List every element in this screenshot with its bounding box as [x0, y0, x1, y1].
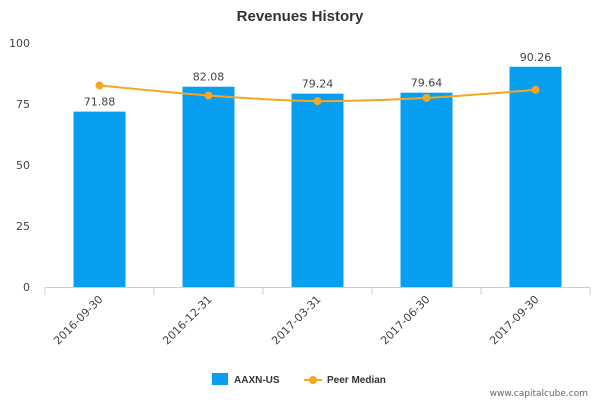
- y-tick-label: 50: [16, 159, 30, 172]
- bar: [291, 93, 344, 287]
- y-tick-label: 0: [23, 281, 30, 294]
- legend-label-peer-median: Peer Median: [327, 375, 386, 386]
- bar-data-labels: 71.88 82.08 79.24 79.64 90.26: [84, 51, 552, 109]
- bar-value-label: 71.88: [84, 96, 116, 109]
- bar: [73, 111, 126, 288]
- peer-median-point: [95, 81, 104, 90]
- credit-text: www.capitalcube.com: [490, 389, 588, 399]
- bar: [509, 66, 562, 288]
- bar-value-label: 79.24: [302, 78, 334, 91]
- x-tick-label: 2016-09-30: [51, 293, 105, 347]
- y-axis: 0 25 50 75 100: [9, 37, 30, 294]
- x-tick-label: 2017-03-31: [269, 293, 323, 347]
- peer-median-point: [313, 97, 322, 106]
- x-tick-label: 2016-12-31: [160, 293, 214, 347]
- chart-title: Revenues History: [237, 8, 364, 25]
- peer-median-point: [531, 85, 540, 94]
- legend-marker-peer-median: [309, 376, 317, 384]
- y-tick-label: 75: [16, 98, 30, 111]
- bar-value-label: 82.08: [193, 71, 225, 84]
- x-tick-label: 2017-06-30: [378, 293, 432, 347]
- peer-median-point: [422, 93, 431, 102]
- legend-swatch-aaxn-us: [212, 373, 228, 385]
- bar-value-label: 90.26: [520, 51, 552, 64]
- x-axis: 2016-09-30 2016-12-31 2017-03-31 2017-06-30…: [44, 287, 591, 347]
- y-tick-label: 25: [16, 220, 30, 233]
- line-series-peer-median: [95, 81, 540, 106]
- y-tick-label: 100: [9, 37, 30, 50]
- bar: [182, 86, 235, 288]
- legend: AAXN-US Peer Median: [212, 373, 386, 386]
- bar-series-aaxn-us: [73, 66, 562, 288]
- x-tick-label: 2017-09-30: [487, 293, 541, 347]
- bar: [400, 92, 453, 287]
- legend-label-aaxn-us: AAXN-US: [234, 375, 280, 386]
- bar-value-label: 79.64: [411, 77, 443, 90]
- peer-median-point: [204, 91, 213, 100]
